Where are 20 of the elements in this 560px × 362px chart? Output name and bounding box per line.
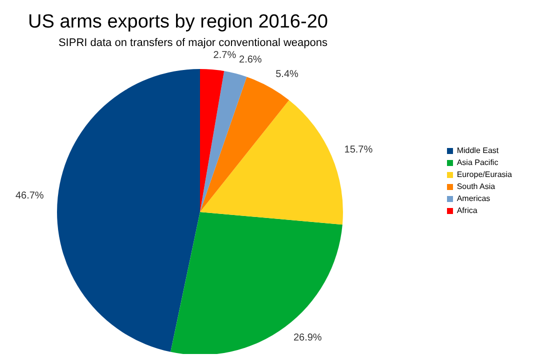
chart-subtitle: SIPRI data on transfers of major conventional weapons bbox=[58, 37, 328, 49]
data-label: 46.7% bbox=[15, 190, 44, 202]
pie-slice bbox=[57, 69, 200, 352]
chart-title: US arms exports by region 2016-20 bbox=[28, 12, 328, 32]
legend-label: Asia Pacific bbox=[456, 158, 498, 167]
pie-slice bbox=[200, 100, 343, 225]
pie-slice bbox=[200, 69, 224, 212]
legend-label: South Asia bbox=[456, 182, 496, 191]
pie-slice bbox=[200, 76, 290, 212]
legend-label: Americas bbox=[456, 194, 490, 203]
pie-slice bbox=[170, 212, 342, 354]
pie-slice bbox=[200, 71, 247, 212]
legend-label: Africa bbox=[456, 206, 478, 215]
data-label: 26.9% bbox=[293, 332, 322, 344]
data-label: 2.7% bbox=[213, 50, 236, 62]
legend-label: Europe/Eurasia bbox=[456, 170, 512, 179]
data-label: 5.4% bbox=[276, 68, 299, 80]
data-label: 15.7% bbox=[344, 144, 373, 156]
legend-label: Middle East bbox=[456, 146, 499, 155]
data-label: 2.6% bbox=[239, 54, 262, 66]
